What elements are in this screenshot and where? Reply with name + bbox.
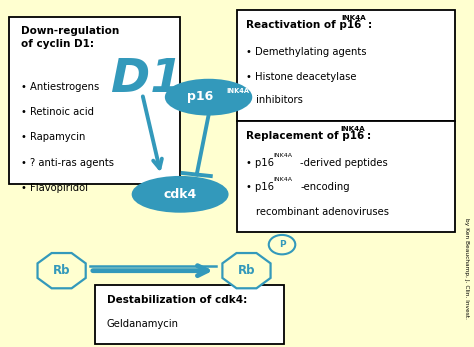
Polygon shape — [37, 253, 86, 288]
Text: cdk4: cdk4 — [164, 188, 197, 201]
Text: p16: p16 — [187, 90, 213, 103]
Text: • Demethylating agents: • Demethylating agents — [246, 47, 366, 57]
Text: Reactivation of p16: Reactivation of p16 — [246, 20, 361, 30]
Ellipse shape — [133, 177, 228, 212]
Text: INK4A: INK4A — [273, 177, 292, 182]
FancyBboxPatch shape — [95, 285, 284, 344]
Text: • p16: • p16 — [246, 158, 273, 168]
Text: • Retinoic acid: • Retinoic acid — [21, 107, 94, 117]
Text: Geldanamycin: Geldanamycin — [107, 319, 179, 329]
Text: INK4A: INK4A — [273, 153, 292, 158]
Circle shape — [269, 235, 295, 254]
Text: D1: D1 — [111, 57, 183, 102]
Text: recombinant adenoviruses: recombinant adenoviruses — [256, 207, 389, 217]
Text: -derived peptides: -derived peptides — [300, 158, 388, 168]
Text: INK4A: INK4A — [340, 126, 365, 132]
Text: Rb: Rb — [53, 264, 70, 277]
Text: Replacement of p16: Replacement of p16 — [246, 131, 364, 141]
Text: • Rapamycin: • Rapamycin — [21, 132, 86, 142]
Ellipse shape — [166, 80, 251, 115]
Text: • ? anti-ras agents: • ? anti-ras agents — [21, 158, 114, 168]
Text: INK4A: INK4A — [227, 88, 250, 94]
Text: • Antiestrogens: • Antiestrogens — [21, 82, 100, 92]
FancyBboxPatch shape — [237, 121, 455, 232]
Text: Down-regulation
of cyclin D1:: Down-regulation of cyclin D1: — [21, 26, 119, 49]
Text: Rb: Rb — [238, 264, 255, 277]
Text: INK4A: INK4A — [341, 15, 366, 20]
Text: :: : — [368, 20, 372, 30]
Text: -encoding: -encoding — [300, 182, 350, 192]
FancyBboxPatch shape — [237, 10, 455, 121]
Text: :: : — [367, 131, 371, 141]
Text: Destabilization of cdk4:: Destabilization of cdk4: — [107, 295, 247, 305]
Text: inhibitors: inhibitors — [256, 95, 303, 105]
Polygon shape — [222, 253, 271, 288]
FancyBboxPatch shape — [9, 17, 180, 184]
Text: • Flavopiridol: • Flavopiridol — [21, 183, 88, 193]
Text: by Ken Beauchamp, J. Clin. Invest.: by Ken Beauchamp, J. Clin. Invest. — [465, 218, 469, 319]
Text: P: P — [279, 240, 285, 249]
Text: • Histone deacetylase: • Histone deacetylase — [246, 72, 356, 82]
Text: • p16: • p16 — [246, 182, 273, 192]
